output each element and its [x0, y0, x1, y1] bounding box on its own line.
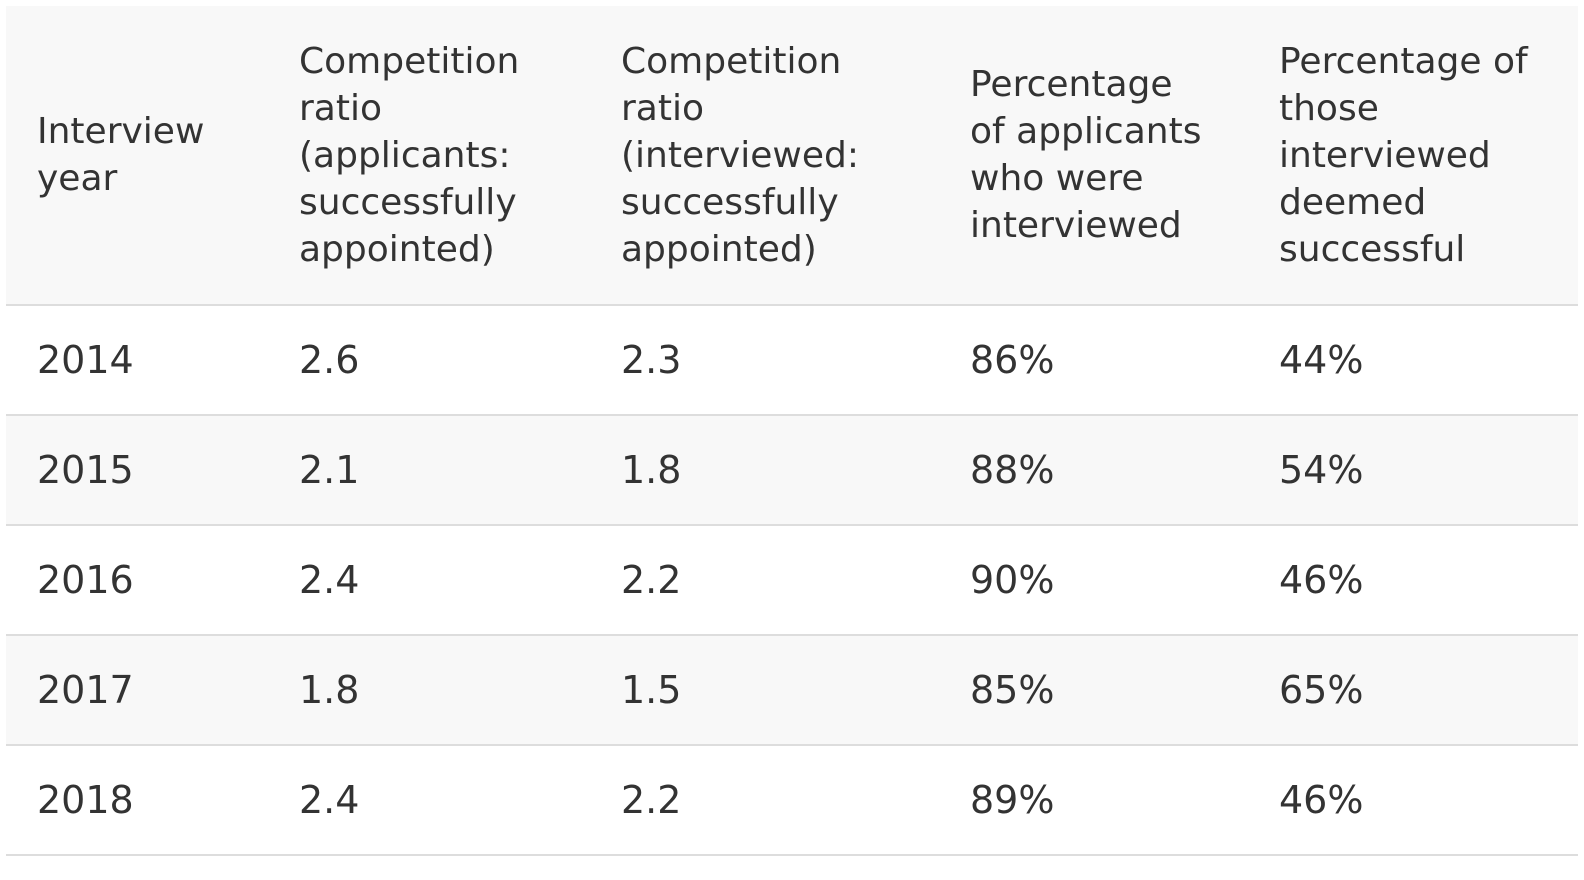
cell-pct-successful: 44% [1279, 338, 1364, 382]
cell-ratio-interviewed: 2.3 [621, 338, 682, 382]
cell-ratio-applicants: 2.1 [299, 448, 360, 492]
competition-ratio-table: Interview year Competition ratio (applic… [6, 6, 1578, 856]
header-percentage-successful: Percentage of those interviewed deemed s… [1279, 40, 1528, 270]
table-row: 2015 2.1 1.8 88% 54% [6, 415, 1578, 525]
cell-year: 2014 [37, 338, 134, 382]
cell-pct-successful: 54% [1279, 448, 1364, 492]
header-interview-year: Interview year [37, 111, 205, 199]
header-competition-ratio-applicants: Competition ratio (applicants: successfu… [299, 40, 520, 270]
cell-ratio-applicants: 1.8 [299, 668, 360, 712]
cell-ratio-interviewed: 2.2 [621, 778, 682, 822]
cell-year: 2018 [37, 778, 134, 822]
cell-ratio-applicants: 2.4 [299, 778, 360, 822]
cell-ratio-applicants: 2.4 [299, 558, 360, 602]
cell-pct-successful: 46% [1279, 778, 1364, 822]
cell-ratio-interviewed: 1.5 [621, 668, 682, 712]
table-header: Interview year Competition ratio (applic… [6, 6, 1578, 305]
cell-pct-successful: 65% [1279, 668, 1364, 712]
table-row: 2014 2.6 2.3 86% 44% [6, 305, 1578, 415]
cell-pct-successful: 46% [1279, 558, 1364, 602]
cell-ratio-interviewed: 2.2 [621, 558, 682, 602]
cell-year: 2015 [37, 448, 134, 492]
table-row: 2018 2.4 2.2 89% 46% [6, 745, 1578, 855]
table-row: 2017 1.8 1.5 85% 65% [6, 635, 1578, 745]
cell-year: 2016 [37, 558, 134, 602]
cell-pct-interviewed: 86% [970, 338, 1055, 382]
cell-pct-interviewed: 85% [970, 668, 1055, 712]
header-row: Interview year Competition ratio (applic… [6, 6, 1578, 305]
cell-pct-interviewed: 90% [970, 558, 1055, 602]
header-percentage-interviewed: Percentage of applicants who were interv… [970, 64, 1202, 246]
table-row: 2016 2.4 2.2 90% 46% [6, 525, 1578, 635]
cell-pct-interviewed: 89% [970, 778, 1055, 822]
cell-pct-interviewed: 88% [970, 448, 1055, 492]
table-body: 2014 2.6 2.3 86% 44% 2015 2.1 1.8 88% 54… [6, 305, 1578, 855]
header-competition-ratio-interviewed: Competition ratio (interviewed: successf… [621, 40, 859, 270]
cell-ratio-applicants: 2.6 [299, 338, 360, 382]
cell-ratio-interviewed: 1.8 [621, 448, 682, 492]
cell-year: 2017 [37, 668, 134, 712]
table-container: Interview year Competition ratio (applic… [6, 6, 1578, 856]
